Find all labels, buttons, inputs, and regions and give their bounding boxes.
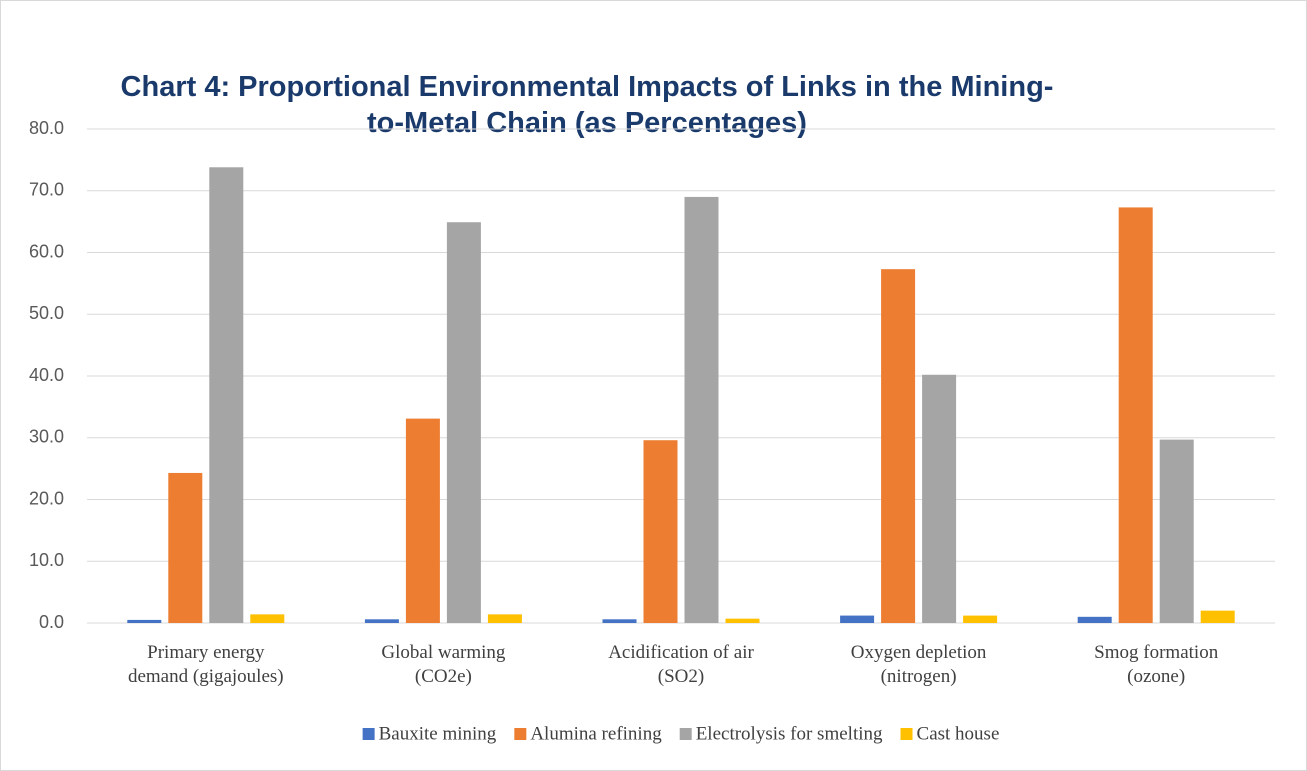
x-tick-label: Acidification of air (SO2) — [608, 642, 754, 687]
legend-label: Electrolysis for smelting — [696, 723, 883, 744]
bar — [1200, 610, 1235, 623]
bar — [643, 440, 678, 623]
bar — [840, 615, 875, 623]
y-tick-label: 0.0 — [39, 612, 64, 632]
y-tick-label: 50.0 — [29, 303, 64, 323]
chart-title: Chart 4: Proportional Environmental Impa… — [121, 71, 1054, 139]
x-tick-label: Primary energy demand (gigajoules) — [128, 642, 284, 687]
x-tick-label: Oxygen depletion (nitrogen) — [851, 642, 987, 687]
legend-label: Cast house — [917, 723, 1000, 744]
bar — [446, 222, 481, 623]
x-tick-label: Smog formation (ozone) — [1094, 642, 1219, 687]
y-tick-label: 80.0 — [29, 118, 64, 138]
legend-swatch — [514, 728, 527, 740]
bar — [487, 614, 522, 623]
y-tick-label: 70.0 — [29, 180, 64, 200]
y-tick-label: 10.0 — [29, 550, 64, 570]
y-tick-label: 20.0 — [29, 488, 64, 508]
bar — [127, 619, 162, 623]
legend-swatch — [679, 728, 692, 740]
legend-label: Alumina refining — [530, 723, 662, 744]
bar — [684, 196, 719, 624]
bar — [602, 619, 637, 623]
bar — [168, 472, 203, 623]
bar — [364, 619, 399, 623]
bar — [1077, 616, 1112, 623]
bar — [405, 418, 440, 623]
bar — [1159, 439, 1194, 623]
y-tick-label: 30.0 — [29, 427, 64, 447]
bar — [250, 614, 285, 623]
x-tick-label: Global warming (CO2e) — [381, 642, 506, 687]
bar — [881, 269, 916, 623]
y-tick-label: 40.0 — [29, 365, 64, 385]
bar — [209, 167, 244, 623]
legend-swatch — [900, 728, 913, 740]
bar — [922, 374, 957, 623]
legend-swatch — [362, 728, 375, 740]
bar — [963, 615, 998, 623]
bar — [1118, 207, 1153, 624]
y-tick-label: 60.0 — [29, 241, 64, 261]
bar — [725, 618, 760, 623]
legend-label: Bauxite mining — [379, 723, 497, 744]
